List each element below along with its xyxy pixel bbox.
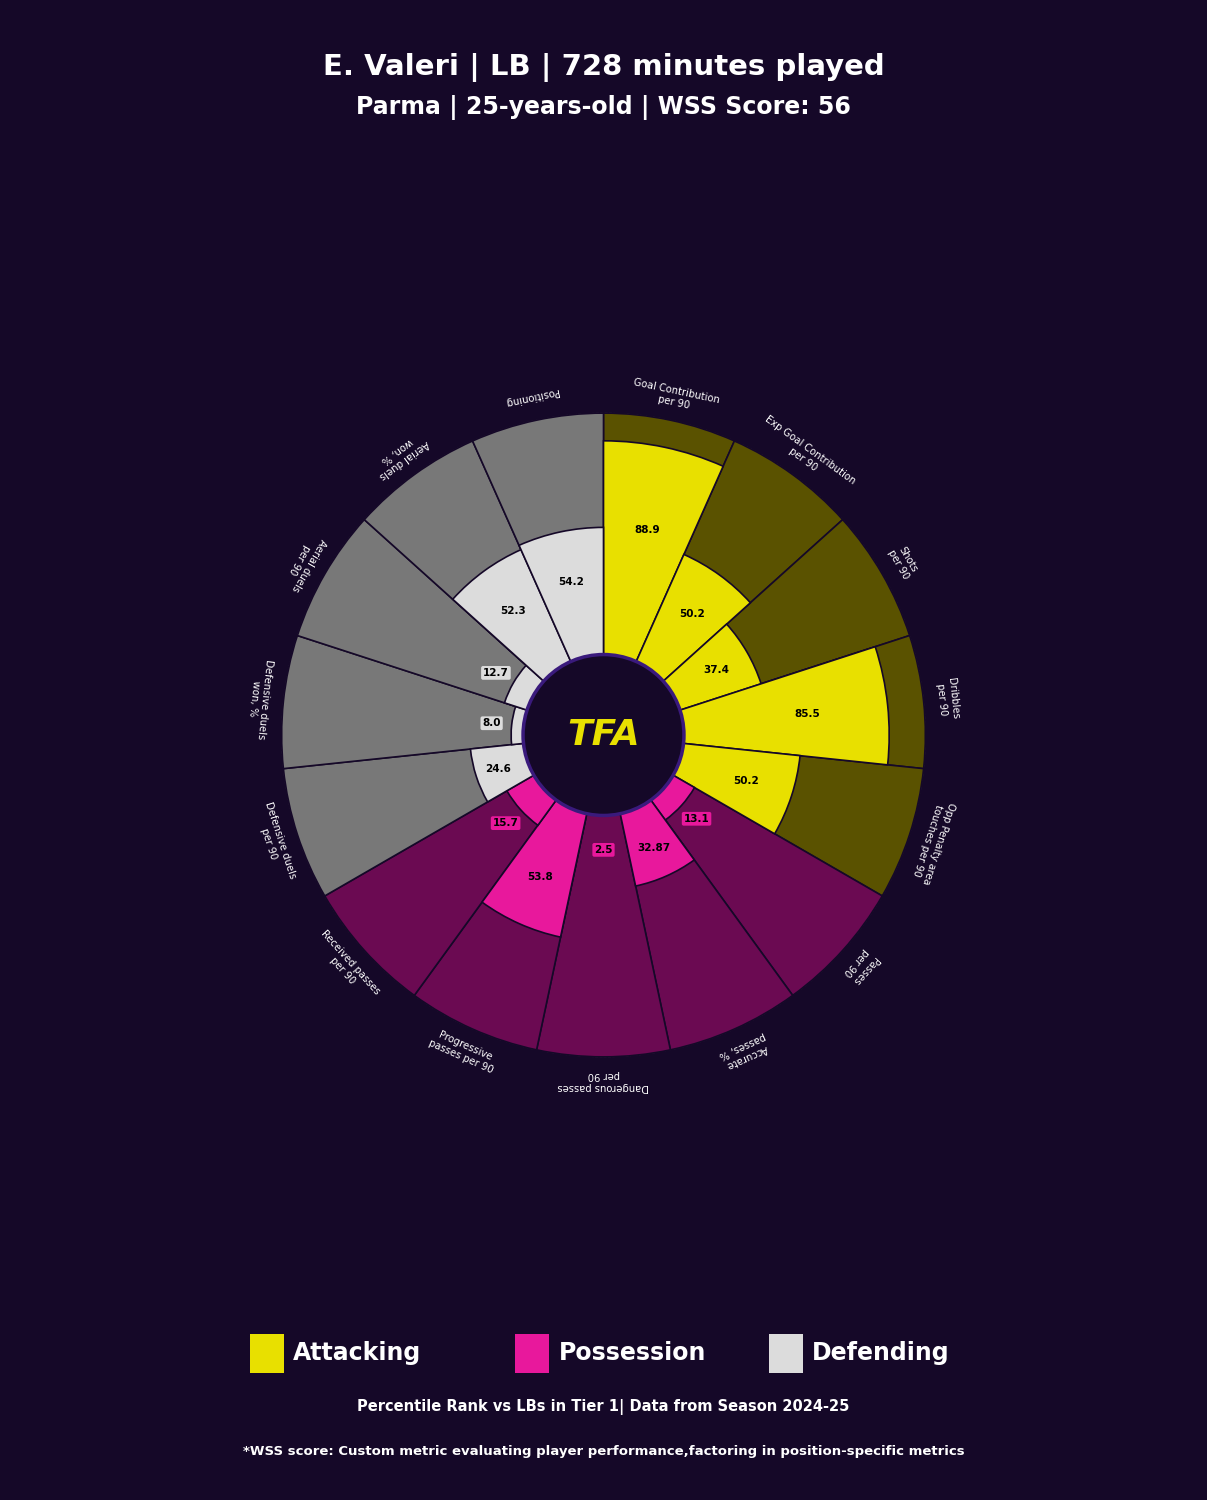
Wedge shape bbox=[587, 806, 620, 813]
Wedge shape bbox=[511, 706, 535, 744]
Wedge shape bbox=[519, 528, 604, 669]
Text: 50.2: 50.2 bbox=[734, 777, 759, 786]
Wedge shape bbox=[666, 742, 800, 834]
Wedge shape bbox=[507, 771, 561, 825]
Wedge shape bbox=[604, 441, 723, 669]
Text: 8.0: 8.0 bbox=[483, 718, 501, 728]
Wedge shape bbox=[672, 646, 890, 765]
Text: TFA: TFA bbox=[567, 718, 640, 752]
Wedge shape bbox=[632, 555, 751, 687]
Wedge shape bbox=[505, 666, 549, 712]
Wedge shape bbox=[658, 624, 762, 712]
Wedge shape bbox=[325, 771, 561, 996]
Text: Possession: Possession bbox=[559, 1341, 706, 1365]
Wedge shape bbox=[604, 413, 734, 669]
Wedge shape bbox=[646, 771, 694, 820]
Text: Goal Contribution
per 90: Goal Contribution per 90 bbox=[630, 376, 721, 416]
Wedge shape bbox=[482, 794, 589, 938]
Text: Defensive duels
won, %: Defensive duels won, % bbox=[245, 658, 274, 740]
Text: Received passes
per 90: Received passes per 90 bbox=[310, 928, 383, 1005]
Text: Opp Penalty area
touches per 90: Opp Penalty area touches per 90 bbox=[909, 798, 956, 886]
Wedge shape bbox=[414, 794, 589, 1050]
Text: *WSS score: Custom metric evaluating player performance,factoring in position-sp: *WSS score: Custom metric evaluating pla… bbox=[243, 1446, 964, 1458]
Text: 13.1: 13.1 bbox=[683, 815, 710, 824]
Text: 12.7: 12.7 bbox=[483, 668, 509, 678]
Wedge shape bbox=[281, 636, 535, 768]
Text: Attacking: Attacking bbox=[293, 1341, 421, 1365]
Wedge shape bbox=[284, 742, 541, 896]
Text: 54.2: 54.2 bbox=[558, 578, 584, 586]
Text: Dribbles
per 90: Dribbles per 90 bbox=[934, 676, 961, 720]
Text: Defending: Defending bbox=[812, 1341, 950, 1365]
Text: Passes
per 90: Passes per 90 bbox=[841, 946, 880, 986]
Text: 37.4: 37.4 bbox=[704, 664, 729, 675]
Wedge shape bbox=[618, 794, 694, 886]
Text: 24.6: 24.6 bbox=[485, 764, 512, 774]
Text: Parma | 25-years-old | WSS Score: 56: Parma | 25-years-old | WSS Score: 56 bbox=[356, 96, 851, 120]
Wedge shape bbox=[658, 519, 910, 712]
Wedge shape bbox=[453, 549, 575, 687]
Text: 2.5: 2.5 bbox=[594, 844, 613, 855]
Text: 52.3: 52.3 bbox=[501, 606, 526, 616]
Wedge shape bbox=[646, 771, 882, 996]
Wedge shape bbox=[365, 441, 575, 687]
Text: Exp Goal Contribution
per 90: Exp Goal Contribution per 90 bbox=[757, 414, 857, 497]
Wedge shape bbox=[471, 742, 541, 802]
Text: Defensive duels
per 90: Defensive duels per 90 bbox=[252, 801, 297, 883]
Text: Aerial duels
per 90: Aerial duels per 90 bbox=[280, 531, 328, 592]
Circle shape bbox=[523, 654, 684, 816]
Text: E. Valeri | LB | 728 minutes played: E. Valeri | LB | 728 minutes played bbox=[322, 53, 885, 82]
Text: Positioning: Positioning bbox=[503, 386, 559, 406]
Text: Percentile Rank vs LBs in Tier 1| Data from Season 2024-25: Percentile Rank vs LBs in Tier 1| Data f… bbox=[357, 1400, 850, 1414]
Text: 53.8: 53.8 bbox=[527, 871, 553, 882]
Wedge shape bbox=[632, 441, 842, 687]
Wedge shape bbox=[618, 794, 793, 1050]
Text: Accurate
passes, %: Accurate passes, % bbox=[717, 1030, 771, 1071]
Text: 85.5: 85.5 bbox=[794, 708, 820, 718]
Text: 15.7: 15.7 bbox=[492, 818, 519, 828]
Wedge shape bbox=[473, 413, 604, 669]
Text: Progressive
passes per 90: Progressive passes per 90 bbox=[426, 1028, 498, 1075]
Text: Dangerous passes
per 90: Dangerous passes per 90 bbox=[558, 1070, 649, 1092]
Text: 32.87: 32.87 bbox=[637, 843, 670, 852]
Text: Shots
per 90: Shots per 90 bbox=[886, 543, 921, 582]
Text: 50.2: 50.2 bbox=[678, 609, 705, 618]
Wedge shape bbox=[666, 742, 923, 896]
Wedge shape bbox=[672, 636, 926, 768]
Wedge shape bbox=[297, 519, 549, 712]
Text: 88.9: 88.9 bbox=[635, 525, 660, 534]
Wedge shape bbox=[537, 806, 670, 1058]
Text: Aerial duels
won, %: Aerial duels won, % bbox=[369, 429, 431, 482]
